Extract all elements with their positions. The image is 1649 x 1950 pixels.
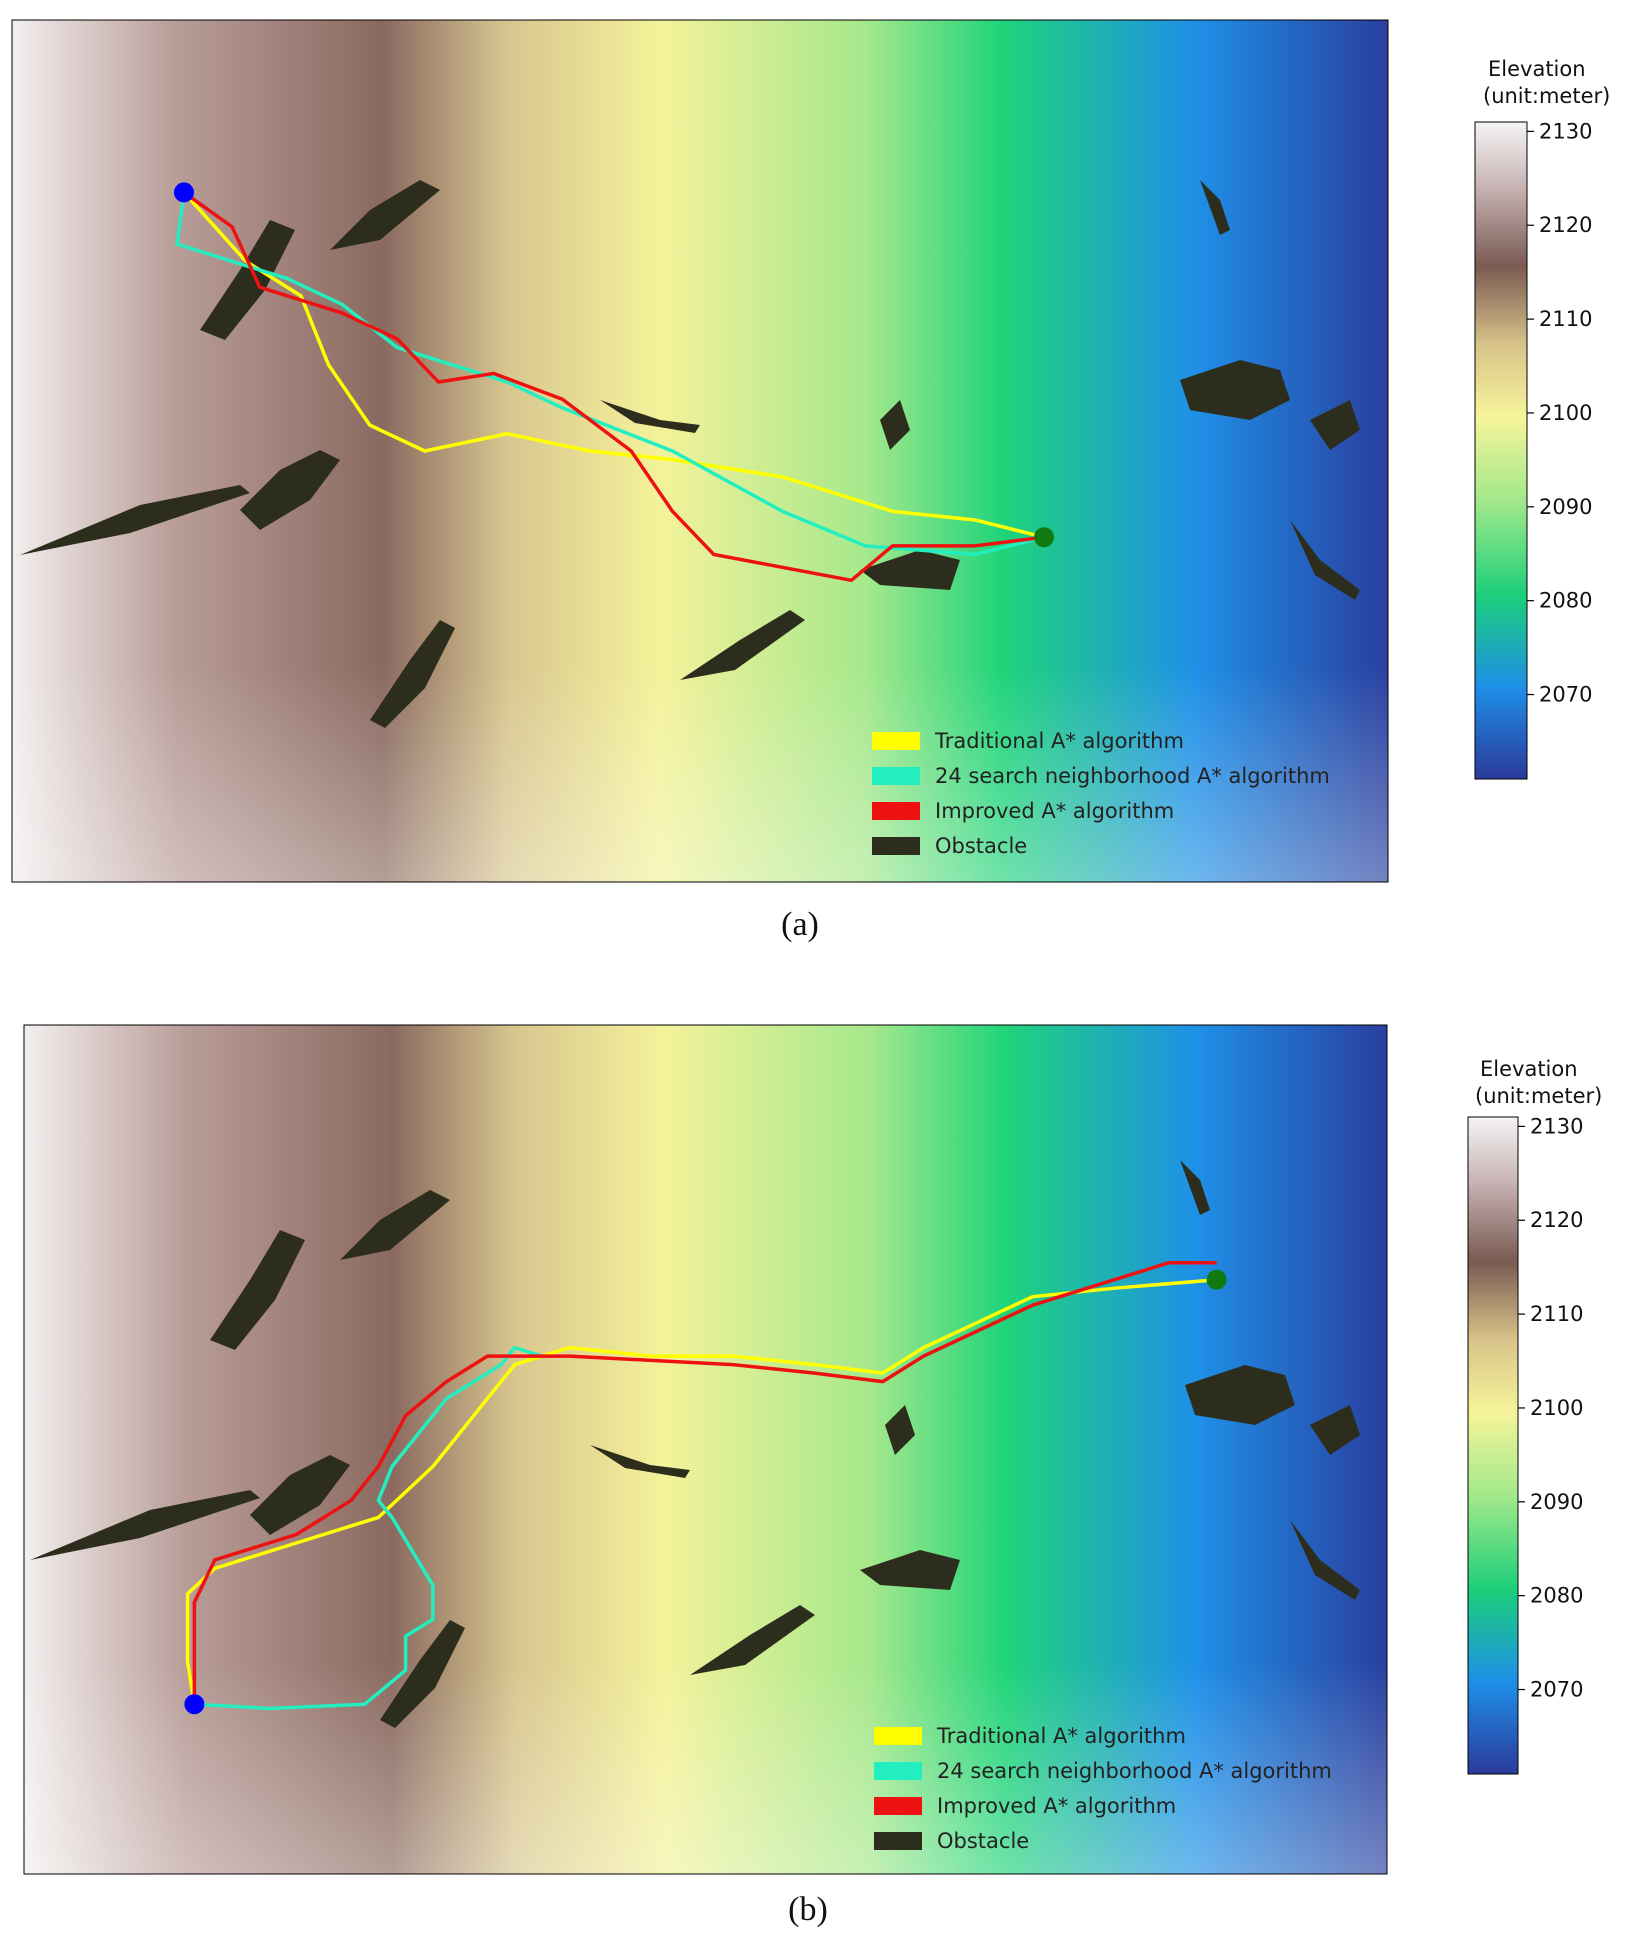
- panel-a: Traditional A* algorithm 24 search neigh…: [11, 19, 1610, 943]
- colorbar-tick-label: 2110: [1539, 307, 1592, 331]
- legend-label-obstacle: Obstacle: [935, 834, 1027, 858]
- legend-label-improved: Improved A* algorithm: [935, 799, 1174, 823]
- legend-swatch-24-neighborhood: [874, 1762, 922, 1780]
- legend: Traditional A* algorithm 24 search neigh…: [872, 729, 1330, 858]
- legend-swatch-traditional: [874, 1727, 922, 1745]
- legend: Traditional A* algorithm 24 search neigh…: [874, 1724, 1332, 1853]
- chart-b: Traditional A* algorithm 24 search neigh…: [23, 1024, 1602, 1928]
- 24-neighborhood-path: [175, 192, 1045, 557]
- colorbar-tick-label: 2120: [1530, 1208, 1583, 1232]
- legend-label-traditional: Traditional A* algorithm: [934, 729, 1184, 753]
- plot-frame: [23, 1024, 1388, 1875]
- colorbar-gradient: [1467, 1116, 1519, 1775]
- legend-swatch-improved: [874, 1797, 922, 1815]
- colorbar-tick-label: 2100: [1539, 401, 1592, 425]
- panel-label-b: (b): [788, 1891, 828, 1928]
- chart-a: Traditional A* algorithm 24 search neigh…: [11, 19, 1610, 943]
- legend-swatch-24-neighborhood: [872, 767, 920, 785]
- traditional-path: [182, 191, 1045, 539]
- colorbar: Elevation (unit:meter) 20702080209021002…: [1474, 57, 1610, 780]
- end-marker: [1206, 1269, 1227, 1290]
- colorbar-title-line2: (unit:meter): [1475, 1084, 1602, 1108]
- colorbar-tick-label: 2090: [1530, 1490, 1583, 1514]
- colorbar-tick-label: 2110: [1530, 1302, 1583, 1326]
- colorbar-tick-label: 2130: [1539, 119, 1592, 143]
- obstacles: [30, 1160, 1360, 1728]
- legend-swatch-traditional: [872, 732, 920, 750]
- colorbar-ticks: 2070 2080 2090 2100 2110 2120 2130: [1518, 1114, 1583, 1702]
- legend-swatch-obstacle: [874, 1832, 922, 1850]
- colorbar-tick-label: 2090: [1539, 495, 1592, 519]
- end-marker: [1034, 527, 1054, 548]
- legend-swatch-obstacle: [872, 837, 920, 855]
- map-area: [23, 1024, 1388, 1875]
- colorbar: Elevation (unit:meter) 20702080209021002…: [1467, 1057, 1602, 1775]
- colorbar-tick-label: 2070: [1530, 1678, 1583, 1702]
- colorbar-tick-label: 2070: [1539, 683, 1592, 707]
- paths: [175, 190, 1045, 583]
- colorbar-tick-label: 2130: [1530, 1114, 1583, 1138]
- colorbar-tick-label: 2120: [1539, 213, 1592, 237]
- colorbar-tick-label: 2100: [1530, 1396, 1583, 1420]
- colorbar-tick-label: 2080: [1530, 1584, 1583, 1608]
- legend-label-24-neighborhood: 24 search neighborhood A* algorithm: [935, 764, 1330, 788]
- panel-label-a: (a): [781, 906, 819, 943]
- panel-b: Traditional A* algorithm 24 search neigh…: [0, 1000, 1649, 1950]
- elevation-shading: [24, 1025, 1387, 1874]
- legend-label-obstacle: Obstacle: [937, 1829, 1029, 1853]
- plot-frame: [11, 19, 1389, 883]
- colorbar-title-line1: Elevation: [1480, 1057, 1578, 1081]
- colorbar-tick-label: 2080: [1539, 589, 1592, 613]
- start-marker: [184, 1694, 205, 1715]
- legend-label-24-neighborhood: 24 search neighborhood A* algorithm: [937, 1759, 1332, 1783]
- colorbar-gradient: [1474, 121, 1528, 780]
- start-marker: [174, 182, 194, 203]
- obstacles: [20, 180, 1360, 728]
- improved-path: [182, 190, 1045, 583]
- colorbar-title-line1: Elevation: [1488, 57, 1586, 81]
- 24-neighborhood-path: [194, 1345, 543, 1711]
- legend-label-traditional: Traditional A* algorithm: [936, 1724, 1186, 1748]
- improved-path: [192, 1260, 1217, 1705]
- colorbar-title-line2: (unit:meter): [1483, 84, 1610, 108]
- legend-swatch-improved: [872, 802, 920, 820]
- elevation-shading: [12, 20, 1388, 882]
- legend-label-improved: Improved A* algorithm: [937, 1794, 1176, 1818]
- paths: [185, 1260, 1217, 1711]
- map-area: [11, 19, 1389, 883]
- colorbar-ticks: 2070 2080 2090 2100 2110 2120 2130: [1527, 119, 1592, 707]
